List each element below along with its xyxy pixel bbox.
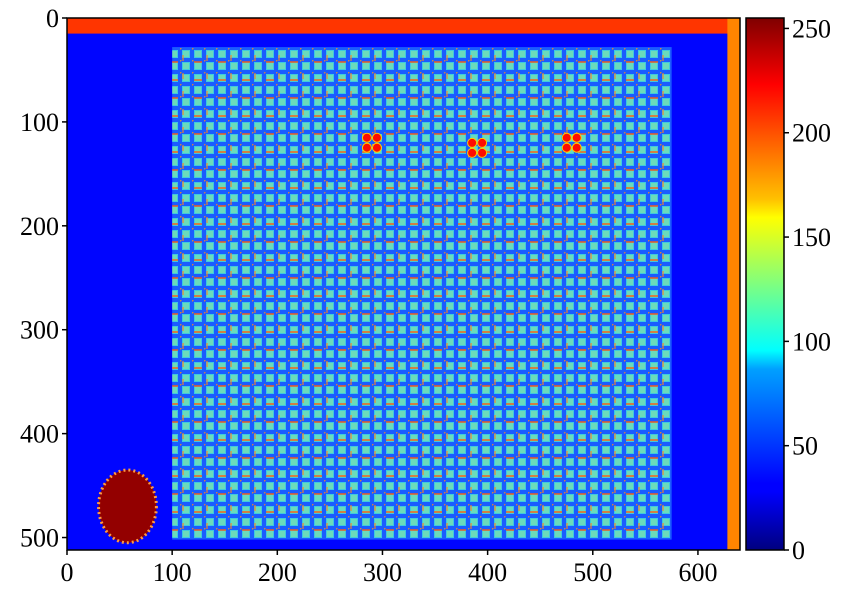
y-tick-label-400: 400	[20, 420, 59, 449]
colorbar-tick-label-0: 0	[792, 536, 805, 565]
y-tick-label-300: 300	[20, 316, 59, 345]
colorbar	[745, 17, 785, 551]
plot-area	[66, 17, 741, 551]
colorbar-tick-label-50: 50	[792, 432, 818, 461]
bright-spot-1-2	[467, 147, 478, 158]
bright-spot-0-0	[361, 132, 372, 143]
bright-spot-1-0	[467, 137, 478, 148]
region-top-strip	[67, 18, 740, 34]
bright-spot-0-1	[371, 132, 382, 143]
x-tick-label-400: 400	[468, 558, 507, 587]
bright-spot-1-1	[477, 137, 488, 148]
bright-spot-2-0	[561, 132, 572, 143]
bright-spot-2-1	[571, 132, 582, 143]
bright-spot-2-2	[561, 142, 572, 153]
region-right-edge-strip	[727, 18, 740, 550]
x-tick-label-0: 0	[61, 558, 74, 587]
x-axis-ticks: 0 100 200 300 400 500 600	[61, 550, 717, 587]
plot-frame	[66, 17, 741, 551]
colorbar-bar	[745, 17, 785, 551]
y-tick-label-0: 0	[46, 4, 59, 33]
y-tick-label-100: 100	[20, 108, 59, 137]
colorbar-tick-label-250: 250	[792, 14, 831, 43]
colorbar-tick-label-200: 200	[792, 119, 831, 148]
y-tick-label-500: 500	[20, 524, 59, 553]
colorbar-tick-label-150: 150	[792, 223, 831, 252]
region-hot-spot	[97, 468, 158, 545]
y-tick-label-200: 200	[20, 212, 59, 241]
x-tick-label-500: 500	[573, 558, 612, 587]
region-inner-panel-texture	[172, 47, 672, 540]
bright-spot-2-3	[571, 142, 582, 153]
bright-spot-1-3	[477, 147, 488, 158]
x-tick-label-100: 100	[153, 558, 192, 587]
bright-spot-0-3	[371, 142, 382, 153]
x-tick-label-300: 300	[363, 558, 402, 587]
bright-spot-0-2	[361, 142, 372, 153]
x-tick-label-600: 600	[678, 558, 717, 587]
y-axis-ticks: 0 100 200 300 400 500	[20, 4, 67, 553]
colorbar-ticks: 0 50 100 150 200 250	[784, 14, 831, 565]
x-tick-label-200: 200	[258, 558, 297, 587]
colorbar-tick-label-100: 100	[792, 327, 831, 356]
